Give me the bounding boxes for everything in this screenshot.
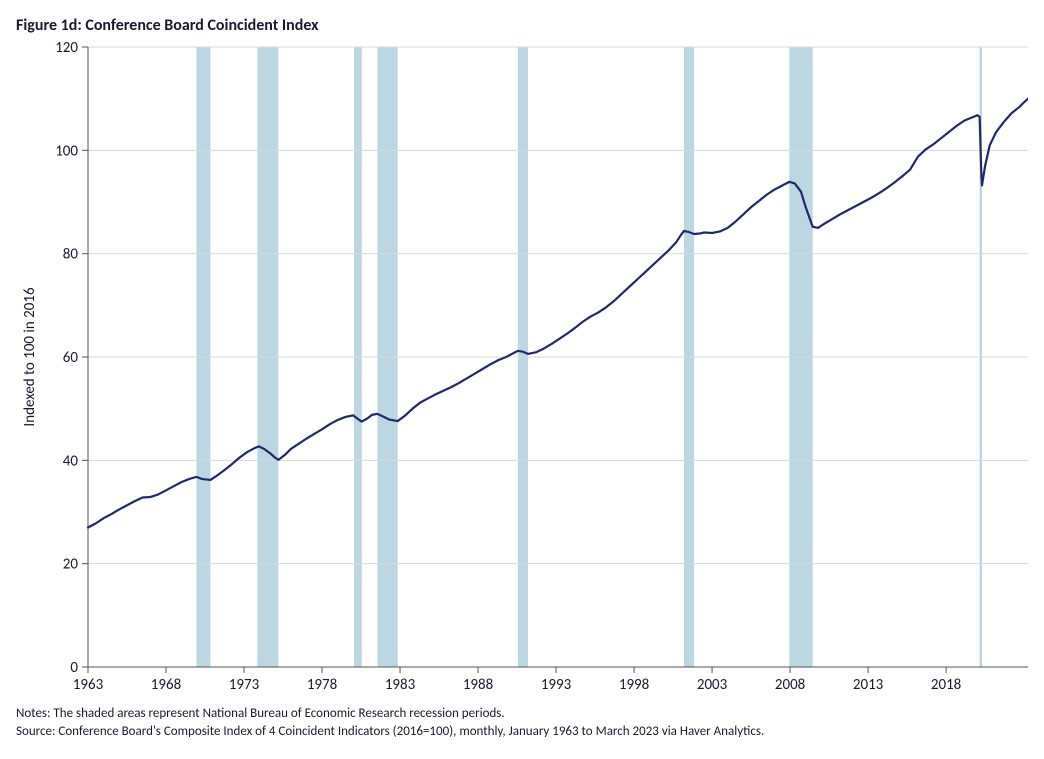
x-tick-label-2013: 2013 <box>853 676 884 694</box>
x-tick-label-2003: 2003 <box>697 676 728 694</box>
y-tick-label-120: 120 <box>55 39 78 57</box>
x-tick-label-1993: 1993 <box>541 676 572 694</box>
notes-line-1: Notes: The shaded areas represent Nation… <box>16 705 1028 723</box>
x-tick-label-1963: 1963 <box>73 676 104 694</box>
x-tick-label-1978: 1978 <box>307 676 337 694</box>
x-tick-label-2008: 2008 <box>775 676 805 694</box>
y-tick-label-0: 0 <box>70 659 78 677</box>
y-axis-title: Indexed to 100 in 2016 <box>21 287 39 427</box>
y-tick-label-60: 60 <box>63 349 79 367</box>
x-tick-label-1973: 1973 <box>229 676 260 694</box>
chart-notes: Notes: The shaded areas represent Nation… <box>16 705 1028 740</box>
x-tick-label-1998: 1998 <box>619 676 649 694</box>
notes-line-2: Source: Conference Board's Composite Ind… <box>16 723 1028 741</box>
x-tick-label-1983: 1983 <box>385 676 416 694</box>
y-tick-label-40: 40 <box>63 452 79 470</box>
y-tick-label-80: 80 <box>63 246 79 264</box>
x-tick-label-1968: 1968 <box>151 676 181 694</box>
y-tick-label-20: 20 <box>63 556 79 574</box>
chart-area: 0 20 40 60 80 100 120 1963 1968 1973 1978 1983 1988 1… <box>16 39 1028 699</box>
chart-svg: 0 20 40 60 80 100 120 1963 1968 1973 1978 1983 1988 1… <box>16 39 1028 699</box>
x-tick-label-2018: 2018 <box>931 676 961 694</box>
x-tick-label-1988: 1988 <box>463 676 493 694</box>
figure-container: Figure 1d: Conference Board Coincident I… <box>16 16 1028 740</box>
y-tick-label-100: 100 <box>55 142 78 160</box>
figure-title: Figure 1d: Conference Board Coincident I… <box>16 16 1028 35</box>
